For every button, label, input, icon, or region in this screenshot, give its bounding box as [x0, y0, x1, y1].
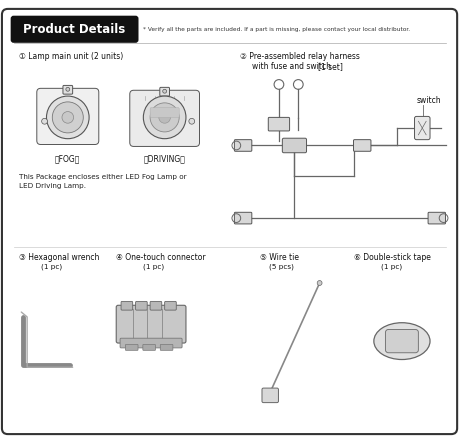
FancyBboxPatch shape [121, 301, 133, 310]
FancyBboxPatch shape [37, 88, 99, 144]
FancyBboxPatch shape [63, 85, 73, 94]
Text: This Package encloses either LED Fog Lamp or: This Package encloses either LED Fog Lam… [19, 174, 187, 179]
Ellipse shape [374, 323, 430, 360]
Circle shape [163, 89, 166, 93]
FancyBboxPatch shape [234, 212, 252, 224]
FancyBboxPatch shape [150, 301, 162, 310]
Text: ④ One-touch connector: ④ One-touch connector [116, 253, 206, 262]
Text: ③ Hexagonal wrench: ③ Hexagonal wrench [19, 253, 100, 262]
Text: Product Details: Product Details [23, 23, 126, 36]
Circle shape [189, 118, 195, 124]
Circle shape [62, 112, 73, 123]
FancyBboxPatch shape [160, 87, 170, 96]
Text: (1 pc): (1 pc) [41, 264, 62, 270]
Circle shape [52, 102, 83, 133]
Text: ① Lamp main unit (2 units): ① Lamp main unit (2 units) [19, 51, 124, 61]
Circle shape [143, 96, 186, 139]
FancyBboxPatch shape [234, 140, 252, 151]
FancyBboxPatch shape [116, 305, 186, 343]
Text: ⑥ Double-stick tape: ⑥ Double-stick tape [354, 253, 430, 262]
FancyBboxPatch shape [428, 212, 446, 224]
FancyBboxPatch shape [385, 330, 419, 353]
FancyBboxPatch shape [262, 388, 278, 403]
FancyBboxPatch shape [268, 117, 290, 131]
Circle shape [150, 103, 179, 132]
Text: (1 pc): (1 pc) [143, 264, 164, 270]
Circle shape [159, 112, 171, 123]
FancyBboxPatch shape [354, 140, 371, 151]
Text: (1 pc): (1 pc) [381, 264, 402, 270]
FancyBboxPatch shape [160, 345, 173, 350]
Text: * Verify all the parts are included. If a part is missing, please contact your l: * Verify all the parts are included. If … [143, 27, 410, 32]
Text: LED Driving Lamp.: LED Driving Lamp. [19, 183, 86, 189]
Text: ⑤ Wire tie: ⑤ Wire tie [260, 253, 299, 262]
Text: ［FOG］: ［FOG］ [55, 154, 81, 163]
Text: ② Pre-assembled relay harness: ② Pre-assembled relay harness [240, 51, 360, 61]
Circle shape [42, 118, 47, 124]
Text: ［DRIVING］: ［DRIVING］ [144, 154, 186, 163]
FancyBboxPatch shape [136, 301, 147, 310]
FancyBboxPatch shape [126, 345, 138, 350]
FancyBboxPatch shape [415, 117, 430, 140]
FancyBboxPatch shape [120, 338, 182, 348]
FancyBboxPatch shape [150, 108, 179, 117]
FancyBboxPatch shape [130, 90, 200, 147]
Text: switch: switch [417, 96, 441, 105]
FancyBboxPatch shape [164, 301, 176, 310]
Text: (5 pcs): (5 pcs) [269, 264, 294, 270]
Circle shape [46, 96, 89, 139]
Text: with fuse and switch: with fuse and switch [252, 62, 331, 71]
Circle shape [66, 87, 70, 91]
Text: [1 set]: [1 set] [318, 62, 343, 71]
Circle shape [317, 280, 322, 285]
FancyBboxPatch shape [143, 345, 155, 350]
FancyBboxPatch shape [10, 16, 138, 43]
FancyBboxPatch shape [2, 9, 457, 434]
FancyBboxPatch shape [283, 138, 307, 153]
